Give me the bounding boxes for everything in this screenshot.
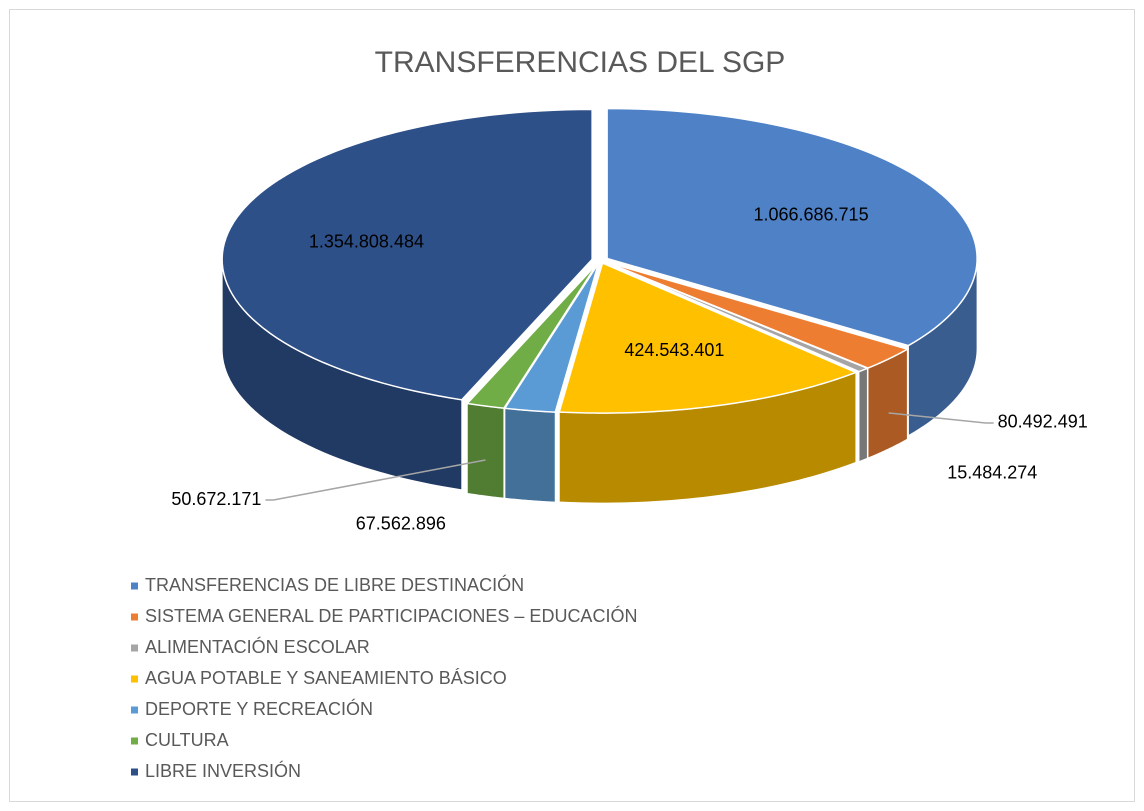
legend-swatch (131, 706, 138, 714)
chart-title: TRANSFERENCIAS DEL SGP (375, 46, 786, 79)
slice (605, 261, 870, 373)
slice-side (858, 367, 868, 463)
leader-line (888, 412, 994, 424)
legend-label: DEPORTE Y RECREACIÓN (145, 698, 373, 719)
legend-label: ALIMENTACIÓN ESCOLAR (145, 636, 370, 657)
slice (606, 107, 978, 347)
data-label: 67.562.896 (356, 513, 446, 533)
data-label: 80.492.491 (998, 412, 1088, 432)
slice (221, 108, 593, 401)
slice-side (504, 407, 556, 503)
legend-swatch (131, 768, 138, 776)
legend-swatch (131, 582, 138, 590)
data-label: 15.484.274 (947, 463, 1037, 483)
data-label: 1.354.808.484 (309, 232, 424, 252)
legend-label: TRANSFERENCIAS DE LIBRE DESTINACIÓN (145, 574, 524, 595)
data-label: 1.066.686.715 (753, 205, 868, 225)
legend-label: LIBRE INVERSIÓN (145, 760, 301, 781)
leader-line (265, 459, 486, 501)
legend-label: SISTEMA GENERAL DE PARTICIPACIONES – EDU… (145, 605, 637, 626)
slice (465, 262, 599, 409)
slice (605, 261, 910, 369)
legend-swatch (131, 675, 138, 683)
slice-side (466, 402, 505, 499)
legend-swatch (131, 613, 138, 621)
slice (503, 262, 600, 413)
legend-label: AGUA POTABLE Y SANEAMIENTO BÁSICO (145, 668, 507, 688)
slice (558, 262, 858, 414)
data-label: 424.543.401 (624, 340, 724, 360)
data-label: 50.672.171 (171, 489, 261, 509)
legend-label: CULTURA (145, 730, 229, 750)
legend-swatch (131, 737, 138, 745)
legend-swatch (131, 644, 138, 652)
